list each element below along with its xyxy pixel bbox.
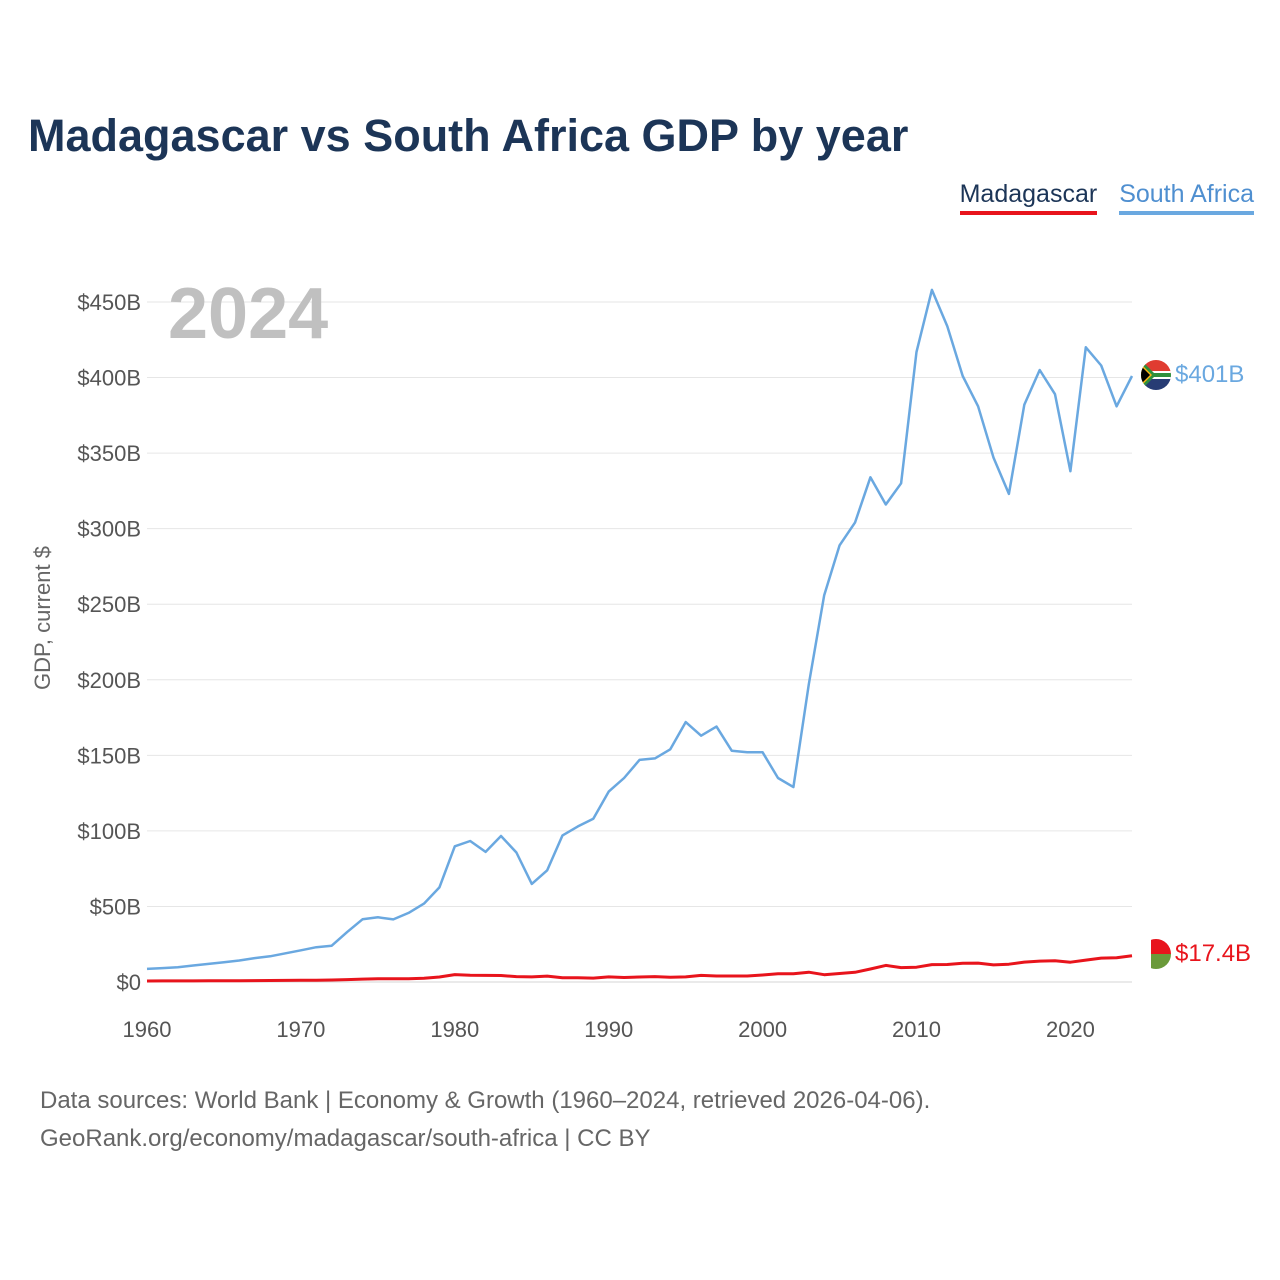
chart-title: Madagascar vs South Africa GDP by year [28,110,909,161]
x-tick-label: 1990 [584,1017,633,1042]
south-africa-flag-icon [1141,360,1171,390]
source-link[interactable]: GeoRank.org/economy/madagascar/south-afr… [40,1125,651,1152]
madagascar-flag-icon [1141,939,1171,969]
x-tick-label: 1970 [276,1017,325,1042]
x-tick-label: 2000 [738,1017,787,1042]
source-note: Data sources: World Bank | Economy & Gro… [40,1082,930,1158]
y-tick-label: $250B [77,592,141,617]
y-tick-label: $300B [77,517,141,542]
x-tick-label: 2020 [1046,1017,1095,1042]
south-africa-end-label: $401B [1175,361,1244,388]
line-chart: $0 $50B $100B $150B $200B $250B $300B $350B $400… [30,274,1251,1042]
series-line-madagascar[interactable] [146,954,1133,983]
x-tick-label: 1960 [123,1017,172,1042]
x-tick-label: 2010 [892,1017,941,1042]
y-tick-label: $400B [77,366,141,391]
y-tick-label: $200B [77,668,141,693]
legend: Madagascar South Africa [959,180,1254,215]
y-axis-title: GDP, current $ [30,546,55,690]
source-line: Data sources: World Bank | Economy & Gro… [40,1087,931,1114]
legend-item-south-africa[interactable]: South Africa [1119,180,1254,215]
madagascar-end-label: $17.4B [1175,940,1251,967]
current-year-label: 2024 [168,274,328,354]
series-line-south-africa[interactable] [146,288,1134,971]
y-tick-label: $450B [77,290,141,315]
legend-item-madagascar[interactable]: Madagascar [959,180,1098,215]
y-tick-label: $100B [77,819,141,844]
y-tick-label: $350B [77,441,141,466]
y-tick-label: $150B [77,743,141,768]
y-tick-label: $0 [117,970,141,995]
y-tick-label: $50B [90,894,141,919]
x-tick-label: 1980 [430,1017,479,1042]
